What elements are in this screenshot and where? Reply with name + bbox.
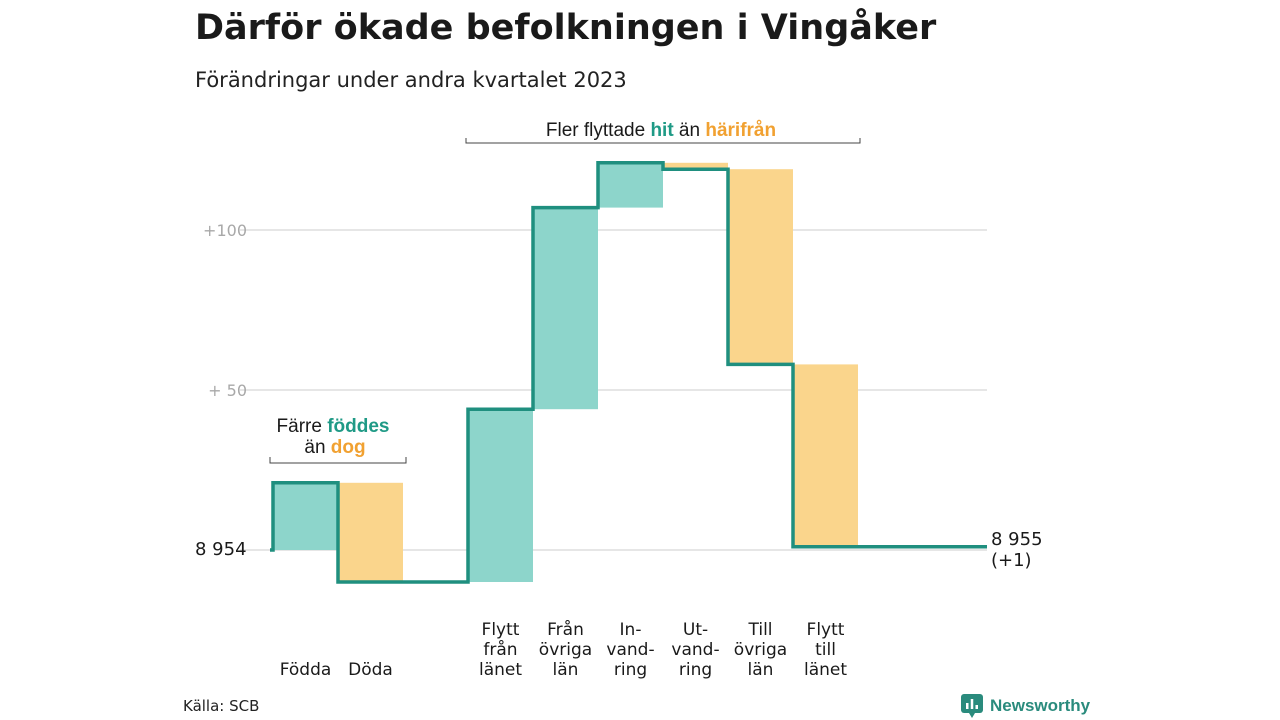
waterfall-bar xyxy=(533,207,598,410)
category-label: länet xyxy=(479,660,522,680)
waterfall-bar xyxy=(728,169,793,365)
newsworthy-icon xyxy=(961,694,983,718)
category-label: län xyxy=(748,660,774,680)
category-label: vand- xyxy=(671,640,719,660)
category-label: län xyxy=(553,660,579,680)
y-tick-label: + 50 xyxy=(208,381,247,400)
moves-bracket xyxy=(465,138,861,144)
chart-subtitle: Förändringar under andra kvartalet 2023 xyxy=(195,68,627,92)
category-label: länet xyxy=(804,660,847,680)
brand-name: Newsworthy xyxy=(990,696,1091,715)
category-label: övriga xyxy=(539,640,592,660)
waterfall-bar xyxy=(273,482,338,550)
brand-logo[interactable]: Newsworthy xyxy=(961,694,1090,718)
category-label: till xyxy=(815,640,836,660)
waterfall-bar xyxy=(793,364,858,547)
waterfall-bar xyxy=(663,162,728,170)
births-note-line2: än dog xyxy=(304,437,365,458)
waterfall-bar xyxy=(598,162,663,208)
end-change-label: (+1) xyxy=(991,550,1032,571)
category-label: vand- xyxy=(606,640,654,660)
category-label: Flytt xyxy=(482,620,520,640)
category-label: Från xyxy=(547,619,584,640)
chart-title: Därför ökade befolkningen i Vingåker xyxy=(195,8,937,48)
waterfall-bar xyxy=(468,409,533,582)
waterfall-bar xyxy=(338,482,403,582)
source-note: Källa: SCB xyxy=(183,697,260,715)
category-label: Till xyxy=(747,620,772,640)
y-tick-label: +100 xyxy=(203,221,247,240)
category-label: övriga xyxy=(734,640,787,660)
cumulative-step-line xyxy=(270,161,987,584)
category-label: Födda xyxy=(280,660,332,680)
category-label: Ut- xyxy=(683,620,708,640)
moves-note: Fler flyttade hit än härifrån xyxy=(546,120,776,141)
births-bracket xyxy=(269,457,407,464)
category-label: ring xyxy=(614,660,647,680)
category-label: ring xyxy=(679,660,712,680)
births-note-line1: Färre föddes xyxy=(277,416,390,437)
start-value-label: 8 954 xyxy=(195,539,247,560)
category-label: från xyxy=(483,639,517,660)
category-label: In- xyxy=(620,620,642,640)
end-value-label: 8 955 xyxy=(991,529,1043,550)
category-label: Flytt xyxy=(807,620,845,640)
category-label: Döda xyxy=(348,660,393,680)
